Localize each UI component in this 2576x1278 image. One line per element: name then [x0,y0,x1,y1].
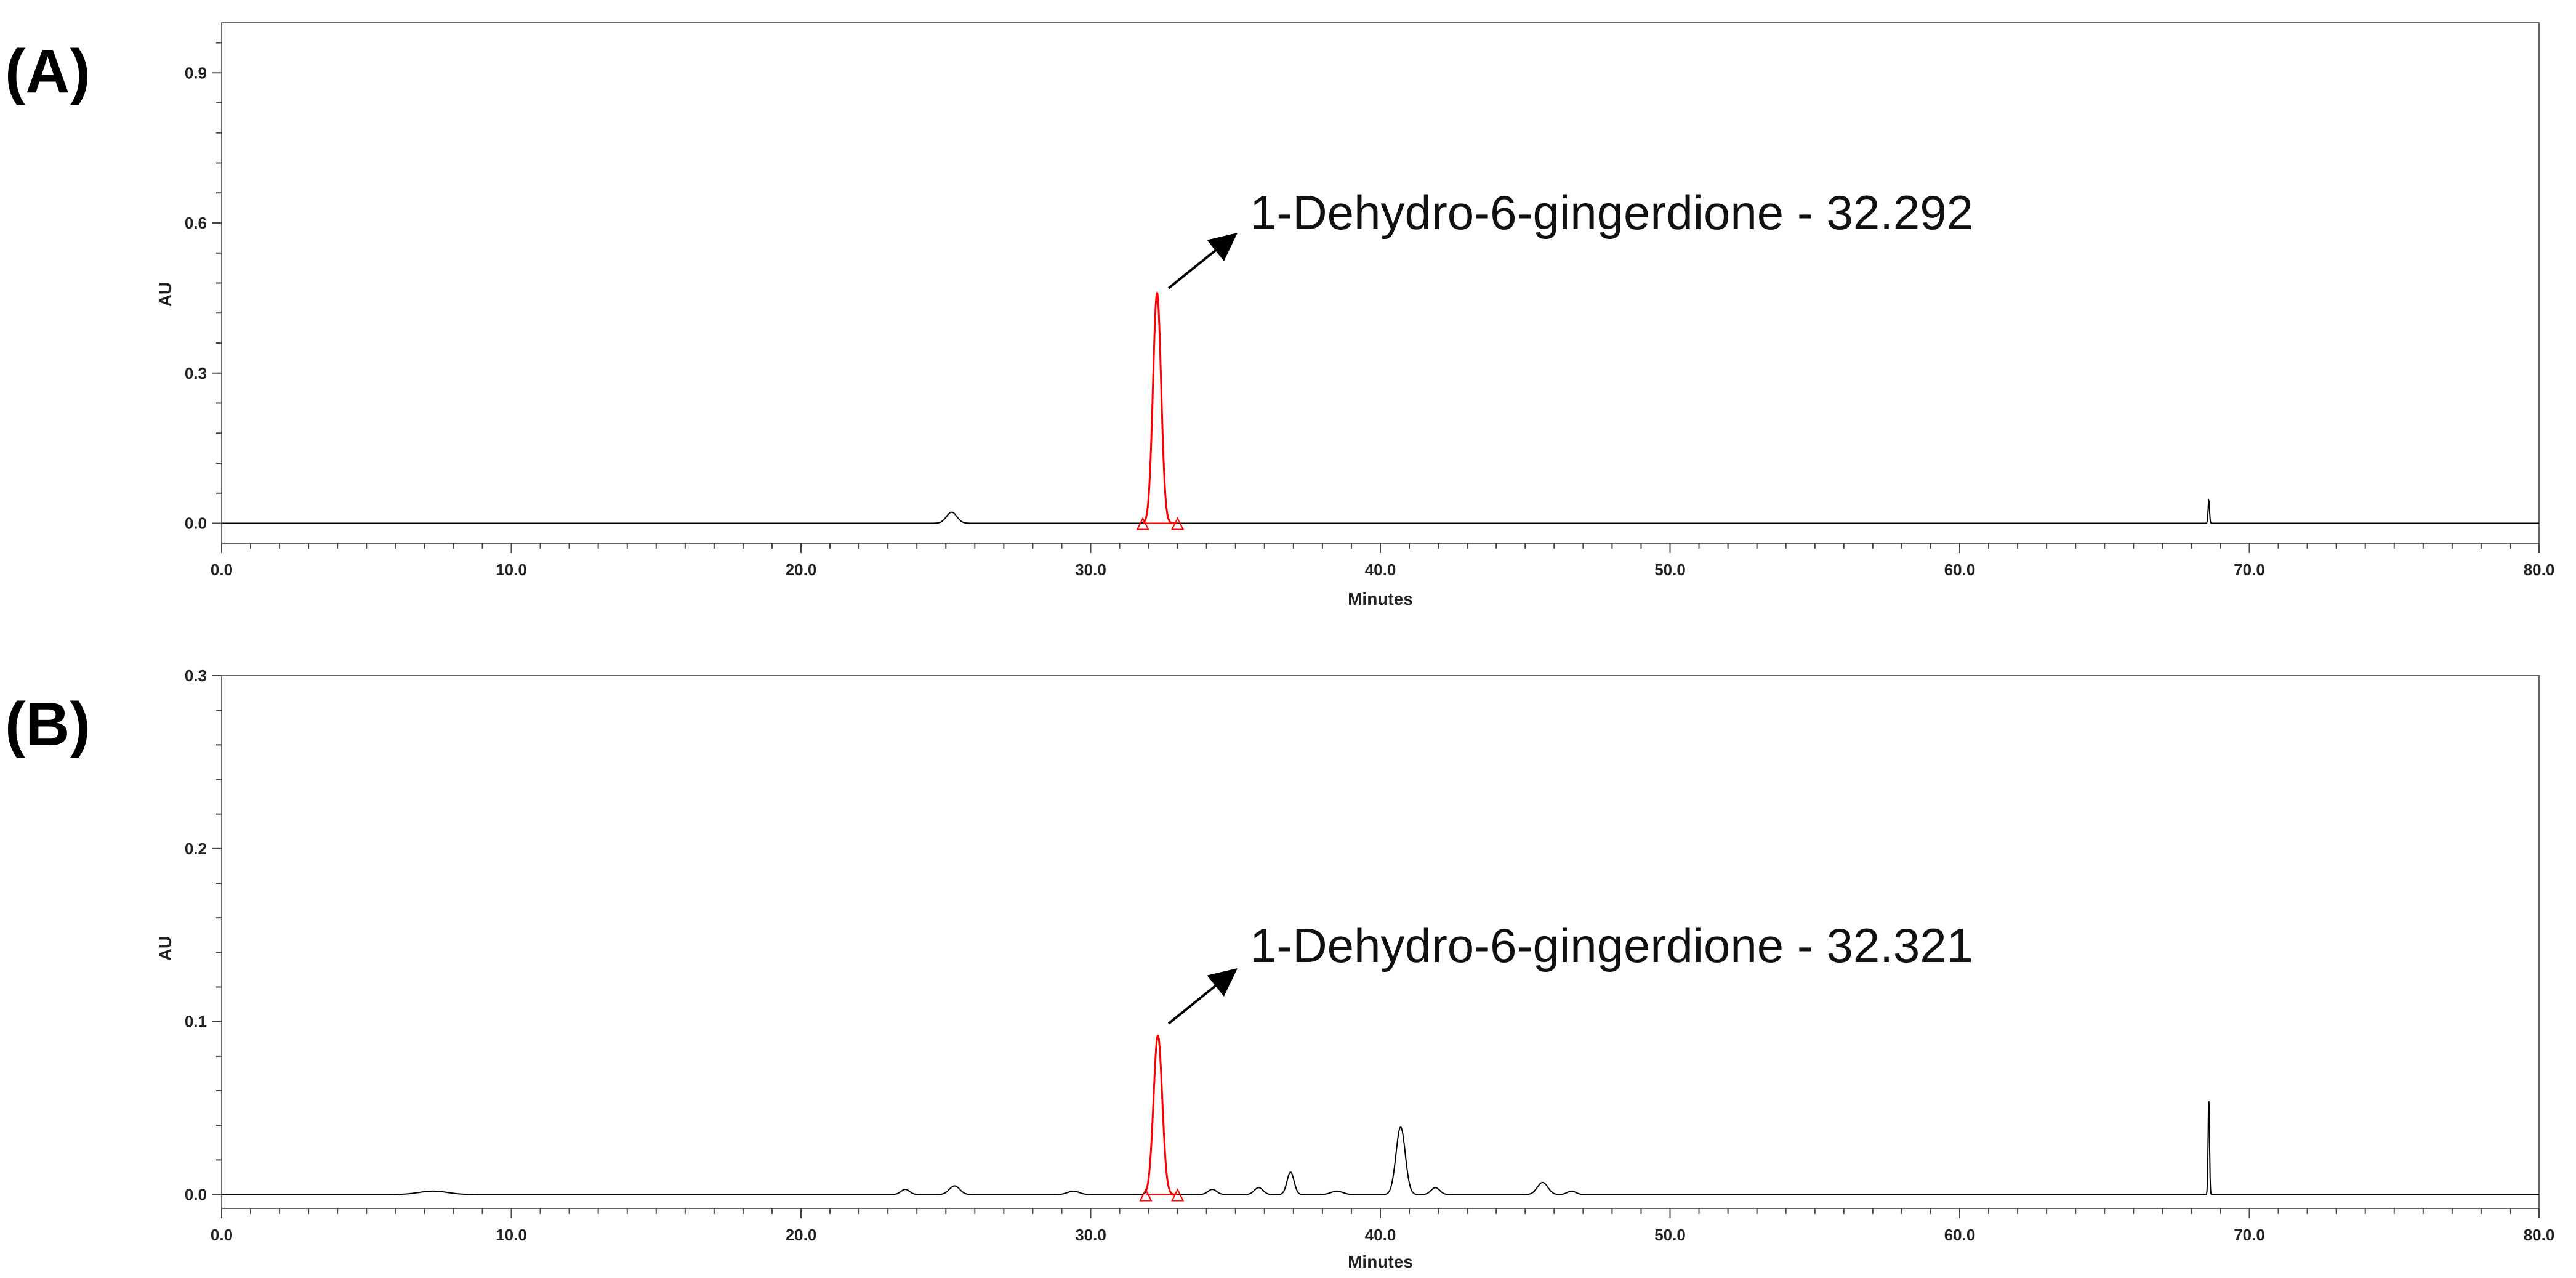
peak-boundary-marker [1139,1188,1153,1202]
panel-a-x-ticks: 0.0 10.0 20.0 30.0 40.0 50.0 60.0 70.0 80.0 [211,543,2554,579]
trace-segment [1177,1101,2539,1195]
panel-a-y-axis-title: AU [156,282,175,307]
highlighted-peak-trace [1142,292,1178,524]
panel-a-trace [222,292,2539,530]
panel-a-plot-frame [221,22,2540,544]
panel-a-label: (A) [5,37,91,106]
panel-a-peak-annotation: 1-Dehydro-6-gingerdione - 32.292 [1250,185,1973,240]
panel-b-trace [222,1034,2539,1202]
y-tick-label: 0.2 [185,839,207,858]
x-tick-label: 60.0 [1944,560,1976,579]
peak-boundary-marker [1171,517,1185,530]
x-tick-label: 70.0 [2234,1226,2265,1244]
x-tick-label: 80.0 [2524,1226,2555,1244]
panel-b-annotation [1167,968,1238,1025]
x-tick-label: 40.0 [1365,560,1396,579]
panel-b-y-ticks: 0.0 0.1 0.2 0.3 [185,666,222,1204]
x-tick-label: 0.0 [211,1226,233,1244]
x-tick-label: 40.0 [1365,1226,1396,1244]
x-tick-label: 80.0 [2524,560,2555,579]
panel-b-label: (B) [5,690,91,759]
panel-b-peak-annotation: 1-Dehydro-6-gingerdione - 32.321 [1250,918,1973,973]
y-tick-label: 0.0 [185,514,207,533]
annotation-arrow-line [1167,243,1224,289]
annotation-arrowhead [1207,233,1238,261]
x-tick-label: 0.0 [211,560,233,579]
y-tick-label: 0.6 [185,214,207,232]
y-tick-label: 0.1 [185,1013,207,1031]
trace-segment [222,511,1143,524]
peak-boundary-marker [1136,517,1149,530]
y-tick-label: 0.3 [185,364,207,382]
highlighted-peak-trace [1145,1034,1178,1195]
x-tick-label: 50.0 [1654,1226,1686,1244]
panel-a-y-ticks: 0.0 0.3 0.6 0.9 [185,42,222,533]
x-tick-label: 70.0 [2234,560,2265,579]
x-tick-label: 30.0 [1075,1226,1106,1244]
y-tick-label: 0.9 [185,63,207,82]
x-tick-label: 20.0 [786,1226,817,1244]
annotation-arrowhead [1207,968,1238,997]
panel-b: (B) 0.0 10.0 20.0 30.0 40.0 50.0 60.0 70.0 80.0 … [5,666,2554,1271]
panel-a: (A) 0.0 10.0 20.0 30.0 40.0 50.0 60.0 70.0 80.0 … [5,22,2554,609]
panel-a-x-axis-title: Minutes [1348,589,1413,609]
panel-b-x-ticks: 0.0 10.0 20.0 30.0 40.0 50.0 60.0 70.0 80.0 [211,1208,2554,1244]
y-tick-label: 0.3 [185,666,207,685]
x-tick-label: 10.0 [496,560,527,579]
panel-a-annotation [1167,233,1238,289]
panel-b-x-axis-title: Minutes [1348,1252,1413,1271]
x-tick-label: 50.0 [1654,560,1686,579]
x-tick-label: 30.0 [1075,560,1106,579]
annotation-arrow-line [1167,979,1224,1025]
peak-boundary-marker [1171,1188,1185,1202]
x-tick-label: 20.0 [786,560,817,579]
panel-b-y-axis-title: AU [156,936,175,961]
x-tick-label: 10.0 [496,1226,527,1244]
trace-segment [1177,498,2539,524]
x-tick-label: 60.0 [1944,1226,1976,1244]
trace-segment [222,1185,1146,1195]
y-tick-label: 0.0 [185,1186,207,1204]
